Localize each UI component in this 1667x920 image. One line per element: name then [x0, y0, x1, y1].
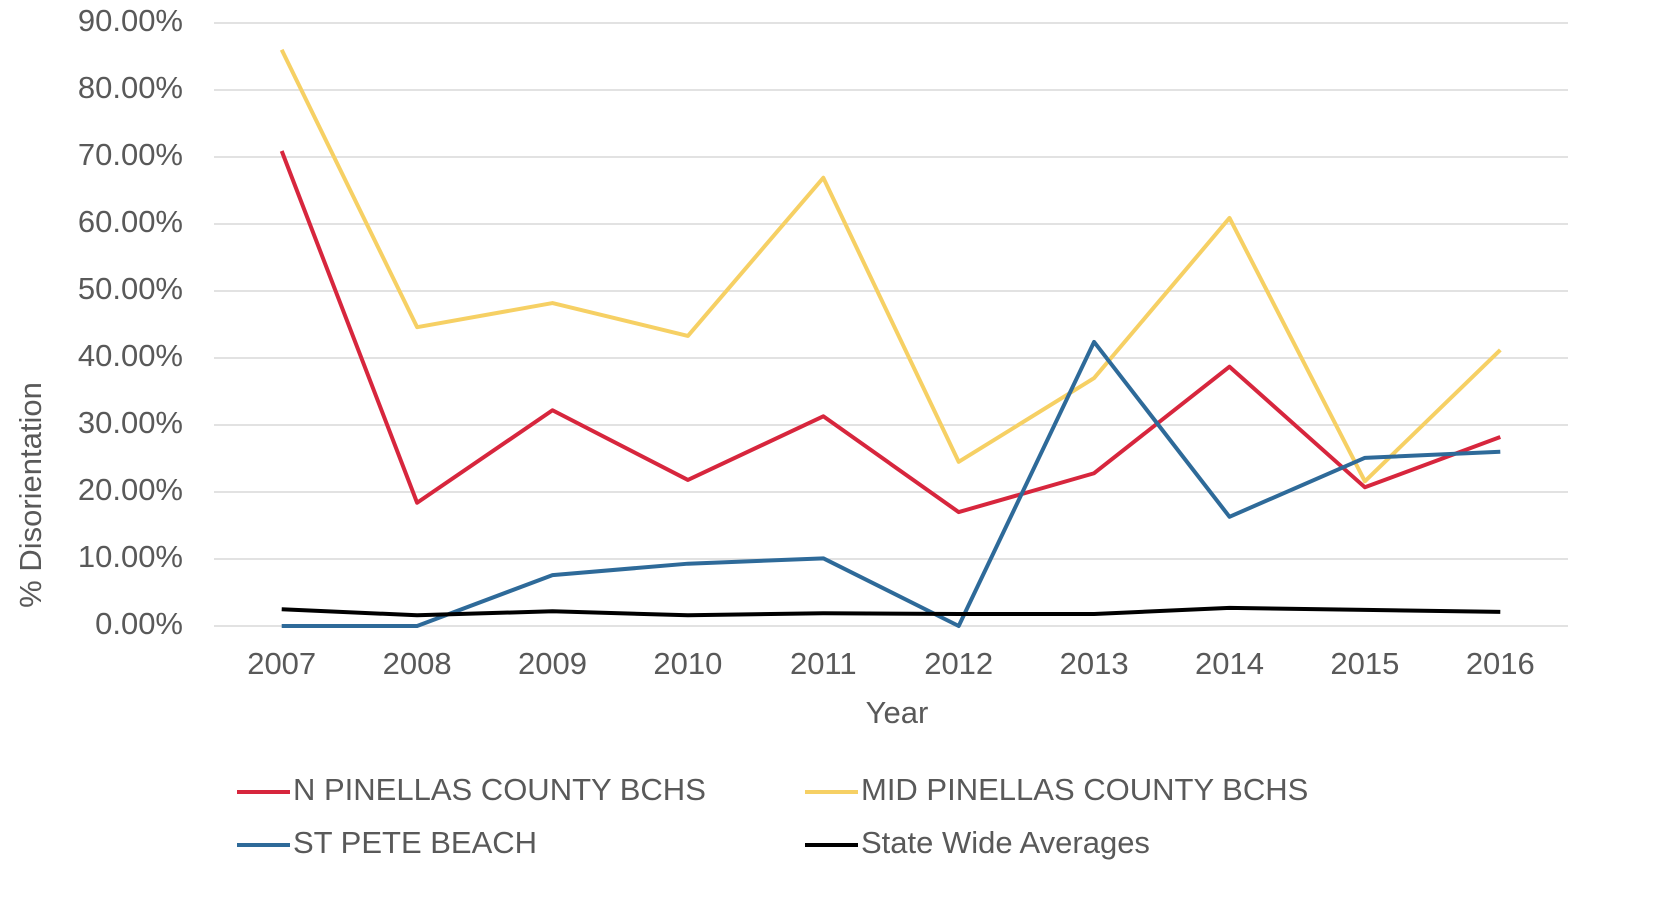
y-tick-label: 50.00% — [78, 271, 183, 306]
series-line — [279, 150, 1501, 515]
x-tick-label: 2011 — [790, 646, 857, 681]
y-tick-label: 60.00% — [78, 204, 183, 239]
x-tick-label: 2013 — [1060, 646, 1129, 681]
y-tick-label: 80.00% — [78, 70, 183, 105]
x-tick-label: 2010 — [653, 646, 722, 681]
series-line — [281, 605, 1501, 618]
x-tick-label: 2015 — [1330, 646, 1399, 681]
y-tick-label: 10.00% — [78, 539, 183, 574]
x-tick-label: 2007 — [247, 646, 316, 681]
y-tick-label: 20.00% — [78, 472, 183, 507]
y-axis-label: % Disorientation — [13, 382, 48, 608]
x-axis-label: Year — [866, 695, 929, 730]
x-tick-label: 2012 — [924, 646, 993, 681]
series-line — [281, 339, 1501, 628]
series-line — [279, 48, 1502, 484]
y-tick-label: 0.00% — [95, 606, 183, 641]
legend-label: State Wide Averages — [861, 825, 1150, 860]
legend-label: ST PETE BEACH — [293, 825, 537, 860]
y-tick-label: 90.00% — [78, 3, 183, 38]
legend-label: MID PINELLAS COUNTY BCHS — [861, 772, 1308, 807]
x-tick-label: 2009 — [518, 646, 587, 681]
y-tick-label: 30.00% — [78, 405, 183, 440]
legend-label: N PINELLAS COUNTY BCHS — [293, 772, 706, 807]
y-tick-label: 40.00% — [78, 338, 183, 373]
x-tick-label: 2008 — [383, 646, 452, 681]
x-tick-label: 2016 — [1466, 646, 1535, 681]
x-tick-label: 2014 — [1195, 646, 1264, 681]
y-tick-label: 70.00% — [78, 137, 183, 172]
